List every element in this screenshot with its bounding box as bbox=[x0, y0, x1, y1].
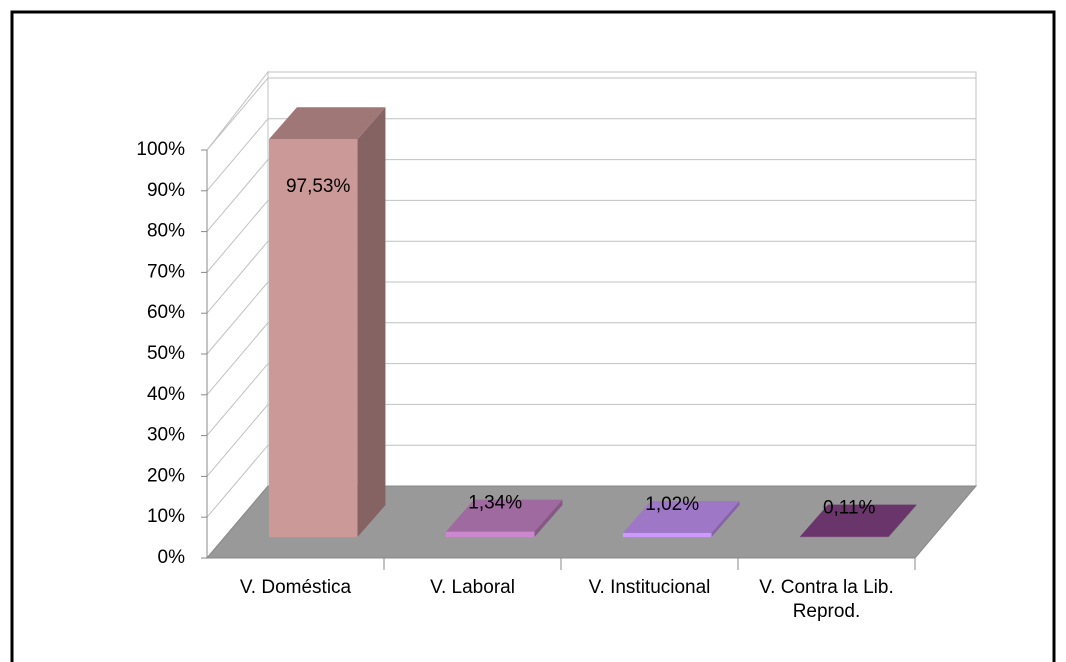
bar bbox=[445, 531, 535, 538]
y-tick-label: 30% bbox=[147, 425, 185, 446]
bar-top bbox=[445, 499, 563, 532]
bar-side bbox=[534, 499, 563, 538]
grid-line bbox=[206, 403, 976, 477]
grid-line bbox=[206, 363, 976, 436]
bar-top bbox=[268, 107, 386, 140]
x-tick-label: V. Contra la Lib. Reprod. bbox=[759, 577, 894, 622]
bar-side bbox=[888, 504, 917, 538]
grid-line bbox=[206, 159, 976, 232]
bar-side bbox=[357, 107, 386, 538]
bar bbox=[622, 532, 712, 538]
grid-line bbox=[206, 281, 976, 355]
grid-line bbox=[206, 199, 976, 273]
bar-top bbox=[799, 504, 917, 537]
floor bbox=[205, 485, 978, 559]
y-tick-label: 50% bbox=[147, 343, 185, 364]
grid-line bbox=[206, 444, 976, 518]
grid-line bbox=[206, 77, 976, 151]
y-tick-label: 80% bbox=[147, 221, 185, 242]
x-tick-label: V. Institucional bbox=[588, 577, 711, 598]
y-tick-label: 100% bbox=[136, 139, 185, 160]
bar bbox=[268, 139, 358, 538]
bar-side bbox=[711, 500, 740, 538]
y-tick-label: 40% bbox=[147, 384, 185, 405]
y-tick-label: 10% bbox=[147, 506, 185, 527]
data-label: 0,11% bbox=[823, 498, 876, 519]
bar-top bbox=[622, 500, 740, 533]
grid-line bbox=[206, 118, 976, 192]
y-tick-label: 70% bbox=[147, 261, 185, 282]
grid-line bbox=[206, 240, 976, 314]
data-label: 1,34% bbox=[468, 493, 522, 514]
y-tick-label: 60% bbox=[147, 302, 185, 323]
data-label: 97,53% bbox=[286, 176, 351, 197]
frame bbox=[10, 10, 1056, 662]
grid-line bbox=[206, 322, 976, 396]
x-tick-label: V. Laboral bbox=[430, 577, 515, 598]
data-label: 1,02% bbox=[645, 494, 699, 515]
side-wall bbox=[206, 70, 269, 560]
y-tick-label: 20% bbox=[147, 465, 185, 486]
y-tick-label: 90% bbox=[147, 180, 185, 201]
x-tick-label: V. Doméstica bbox=[239, 577, 352, 598]
y-tick-label: 0% bbox=[158, 547, 186, 568]
